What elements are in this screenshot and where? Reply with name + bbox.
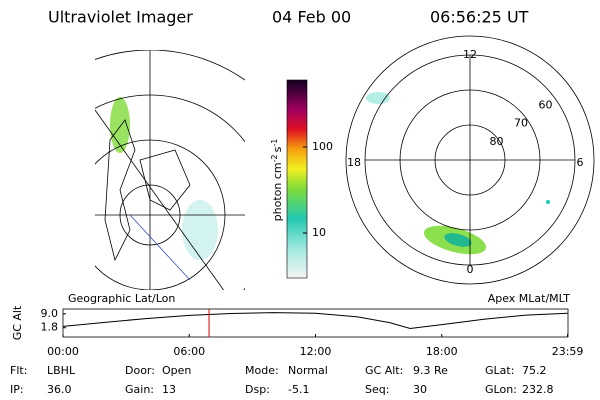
x-tick-label: 18:00 bbox=[426, 345, 458, 358]
info-value: LBHL bbox=[47, 364, 76, 377]
info-value: 232.8 bbox=[522, 383, 554, 396]
panel-label: Apex MLat/MLT bbox=[488, 292, 571, 305]
time: 06:56:25 UT bbox=[430, 8, 529, 27]
colorbar-tick-label: 10 bbox=[312, 226, 326, 239]
panel-label: Geographic Lat/Lon bbox=[68, 292, 175, 305]
info-label: Door: bbox=[125, 364, 155, 377]
lat-ring bbox=[399, 89, 541, 231]
y-tick-label: 1.8 bbox=[41, 321, 59, 334]
colorbar-label: photon cm-2s-1 bbox=[270, 139, 285, 222]
info-label: Mode: bbox=[245, 364, 279, 377]
date: 04 Feb 00 bbox=[272, 8, 351, 27]
mlt-label: 6 bbox=[577, 156, 584, 169]
info-value: Open bbox=[162, 364, 191, 377]
info-label: Seq: bbox=[365, 383, 389, 396]
mlt-label: 12 bbox=[463, 48, 477, 61]
lat-ring bbox=[434, 124, 506, 196]
polar-plot bbox=[345, 35, 595, 285]
y-tick-label: 9.0 bbox=[41, 307, 59, 320]
info-label: GC Alt: bbox=[365, 364, 403, 377]
info-value: Normal bbox=[288, 364, 328, 377]
info-value: -5.1 bbox=[288, 383, 309, 396]
mlt-label: 18 bbox=[347, 156, 361, 169]
x-tick-label: 06:00 bbox=[173, 345, 205, 358]
info-label: GLon: bbox=[485, 383, 517, 396]
colorbar-tick-label: 100 bbox=[312, 140, 333, 153]
info-label: Gain: bbox=[125, 383, 154, 396]
alt-plot: 00:00 06:00 12:00 18:00 23:59 9.01.8 bbox=[41, 307, 584, 358]
info-value: 9.3 Re bbox=[413, 364, 448, 377]
lat-label: 60 bbox=[539, 98, 553, 111]
x-tick-label: 23:59 bbox=[552, 345, 584, 358]
alt-line bbox=[62, 312, 568, 330]
info-label: IP: bbox=[10, 383, 24, 396]
lat-ring bbox=[364, 54, 576, 266]
info-value: 75.2 bbox=[522, 364, 547, 377]
lat-label: 70 bbox=[514, 117, 528, 130]
outer-ring bbox=[345, 35, 595, 285]
title: Ultraviolet Imager bbox=[48, 8, 193, 27]
info-value: 13 bbox=[162, 383, 176, 396]
mlt-label: 0 bbox=[467, 263, 474, 276]
info-panel: Flt: LBHL IP: 36.0 Door: Open Gain: 13 Mode: Norm… bbox=[10, 364, 554, 396]
y-axis-label: GC Alt bbox=[11, 305, 24, 340]
x-tick-label: 12:00 bbox=[300, 345, 332, 358]
info-label: Dsp: bbox=[245, 383, 270, 396]
x-tick-label: 00:00 bbox=[47, 345, 79, 358]
info-value: 30 bbox=[413, 383, 427, 396]
geo-map bbox=[95, 50, 245, 290]
colorbar bbox=[286, 79, 308, 279]
info-value: 36.0 bbox=[47, 383, 72, 396]
lat-label: 80 bbox=[490, 135, 504, 148]
info-label: GLat: bbox=[485, 364, 514, 377]
info-label: Flt: bbox=[10, 364, 27, 377]
